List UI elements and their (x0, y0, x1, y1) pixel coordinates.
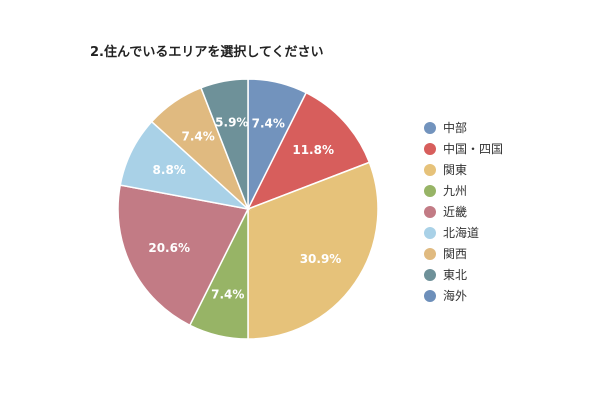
pie-slice-7 (200, 78, 249, 210)
pie-slice-2 (247, 161, 379, 340)
legend-item-2: 関東 (424, 159, 503, 180)
legend-swatch (424, 247, 436, 260)
legend-label: 近畿 (443, 205, 468, 219)
legend-label: 九州 (443, 184, 468, 198)
legend-swatch (424, 184, 436, 197)
slice-value-label-2: 30.9% (300, 252, 342, 266)
chart-title: 2.住んでいるエリアを選択してください (90, 45, 324, 60)
slice-value-label-6: 7.4% (182, 129, 215, 143)
pie-slice-1 (246, 91, 371, 211)
slice-value-label-3: 7.4% (211, 288, 244, 302)
legend-item-6: 関西 (424, 243, 503, 264)
legend-label: 関東 (443, 163, 468, 177)
legend-label: 北海道 (443, 226, 480, 240)
slice-value-label-0: 7.4% (252, 116, 285, 130)
legend-label: 中部 (443, 121, 468, 135)
legend-item-1: 中国・四国 (424, 138, 503, 159)
legend-swatch (424, 205, 436, 218)
slice-value-label-7: 5.9% (215, 116, 248, 130)
legend-swatch (424, 289, 436, 302)
pie-labels: 7.4%11.8%30.9%7.4%20.6%8.8%7.4%5.9% (148, 116, 341, 302)
legend-item-7: 東北 (424, 264, 503, 285)
slice-value-label-5: 8.8% (153, 163, 186, 177)
legend-item-3: 九州 (424, 180, 503, 201)
legend-label: 関西 (443, 247, 468, 261)
legend-label: 東北 (443, 268, 468, 282)
legend-swatch (424, 121, 436, 134)
slice-value-label-4: 20.6% (148, 241, 190, 255)
pie-slices (117, 78, 379, 340)
legend-item-4: 近畿 (424, 201, 503, 222)
legend-swatch (424, 226, 436, 239)
pie-slice-4 (117, 184, 250, 327)
legend-item-8: 海外 (424, 285, 503, 306)
legend-item-0: 中部 (424, 117, 503, 138)
legend-label: 中国・四国 (443, 142, 504, 156)
legend-label: 海外 (443, 289, 468, 303)
legend-swatch (424, 142, 436, 155)
legend-swatch (424, 163, 436, 176)
chart-legend: 中部中国・四国関東九州近畿北海道関西東北海外 (424, 117, 503, 306)
legend-item-5: 北海道 (424, 222, 503, 243)
legend-swatch (424, 268, 436, 281)
slice-value-label-1: 11.8% (292, 143, 334, 157)
